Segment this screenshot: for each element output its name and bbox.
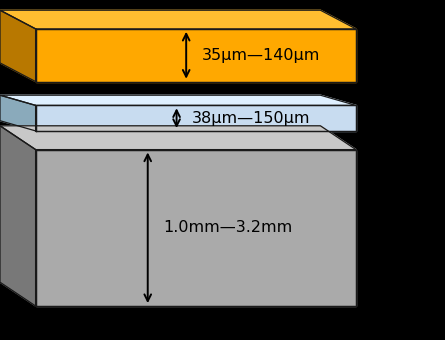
Polygon shape xyxy=(0,10,36,82)
Polygon shape xyxy=(0,10,356,29)
Text: 38μm—150μm: 38μm—150μm xyxy=(192,110,311,126)
Text: 1.0mm—3.2mm: 1.0mm—3.2mm xyxy=(163,220,292,235)
Polygon shape xyxy=(36,150,356,306)
Polygon shape xyxy=(36,29,356,82)
Polygon shape xyxy=(0,95,36,131)
Polygon shape xyxy=(0,95,356,105)
Polygon shape xyxy=(0,126,36,306)
Polygon shape xyxy=(0,126,356,150)
Polygon shape xyxy=(36,105,356,131)
Text: 35μm—140μm: 35μm—140μm xyxy=(202,48,320,63)
